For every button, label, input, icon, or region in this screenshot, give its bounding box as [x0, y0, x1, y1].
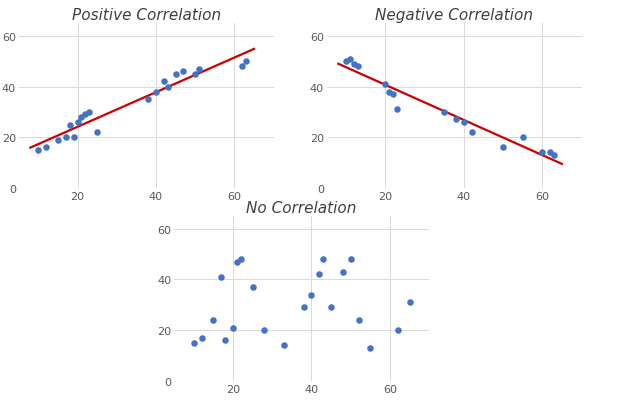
- Point: [346, 256, 356, 263]
- Point: [393, 327, 403, 334]
- Point: [85, 109, 95, 116]
- Point: [143, 97, 153, 103]
- Point: [170, 71, 180, 78]
- Point: [537, 150, 547, 156]
- Point: [279, 342, 289, 349]
- Point: [326, 304, 336, 311]
- Point: [190, 71, 200, 78]
- Point: [220, 337, 230, 344]
- Point: [545, 150, 555, 156]
- Point: [179, 69, 188, 75]
- Point: [388, 92, 398, 98]
- Point: [163, 84, 173, 91]
- Point: [92, 130, 102, 136]
- Point: [439, 109, 449, 116]
- Point: [151, 89, 161, 95]
- Point: [384, 89, 394, 95]
- Point: [451, 117, 461, 124]
- Title: No Correlation: No Correlation: [246, 200, 357, 215]
- Point: [53, 137, 63, 144]
- Point: [345, 56, 355, 63]
- Point: [459, 119, 469, 126]
- Point: [34, 147, 44, 154]
- Point: [232, 259, 242, 265]
- Point: [353, 317, 363, 324]
- Point: [466, 130, 476, 136]
- Point: [80, 112, 90, 118]
- Point: [68, 135, 78, 141]
- Title: Positive Correlation: Positive Correlation: [72, 8, 221, 23]
- Point: [238, 64, 248, 70]
- Point: [498, 145, 508, 151]
- Point: [392, 107, 402, 113]
- Point: [353, 64, 363, 70]
- Point: [341, 59, 351, 65]
- Point: [73, 119, 83, 126]
- Point: [228, 325, 238, 331]
- Point: [65, 122, 75, 128]
- Point: [314, 271, 324, 278]
- Point: [208, 317, 218, 324]
- Point: [216, 274, 226, 280]
- Point: [241, 59, 251, 65]
- Point: [159, 79, 169, 85]
- Point: [189, 340, 199, 346]
- Point: [381, 81, 391, 88]
- Point: [365, 345, 375, 351]
- Point: [259, 327, 269, 334]
- Point: [549, 152, 559, 159]
- Point: [197, 335, 207, 341]
- Point: [307, 292, 317, 298]
- Point: [248, 284, 258, 291]
- Point: [236, 256, 246, 263]
- Point: [299, 304, 309, 311]
- Point: [41, 145, 51, 151]
- Point: [338, 269, 348, 275]
- Point: [349, 61, 359, 68]
- Point: [404, 299, 414, 306]
- Title: Negative Correlation: Negative Correlation: [375, 8, 533, 23]
- Point: [61, 135, 71, 141]
- Point: [318, 256, 328, 263]
- Point: [518, 135, 527, 141]
- Point: [77, 114, 86, 121]
- Point: [194, 67, 204, 73]
